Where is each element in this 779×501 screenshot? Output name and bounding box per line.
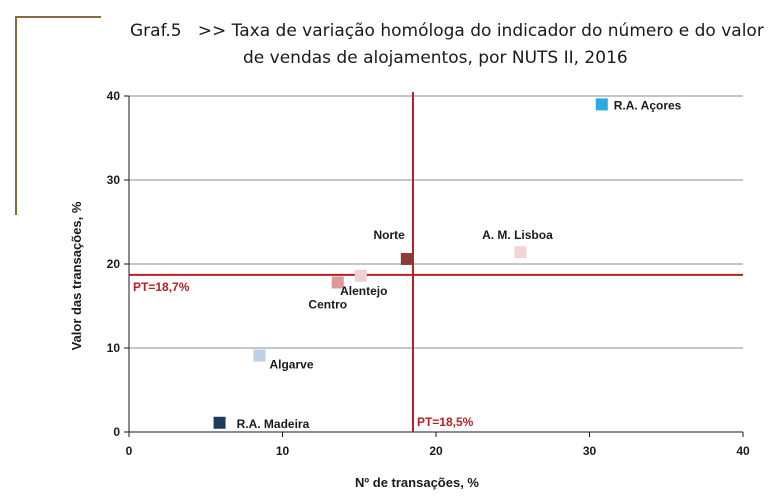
x-tick-label-10: 10: [276, 444, 290, 458]
point-label-centro: Centro: [308, 297, 347, 311]
chart-title-text-1: Taxa de variação homóloga do indicador d…: [231, 21, 764, 41]
y-tick-label-0: 0: [113, 425, 120, 439]
point-label-norte: Norte: [373, 228, 405, 242]
frame-left-rule: [15, 16, 17, 215]
tick-labels: 0 10 20 30 40 0 10 20 30 40: [107, 89, 750, 458]
reference-label-vertical: PT=18,5%: [417, 415, 474, 429]
data-points: [213, 98, 608, 429]
point-label-a-m-lisboa: A. M. Lisboa: [482, 228, 553, 242]
point-label-algarve: Algarve: [269, 358, 313, 372]
reference-lines: PT=18,7% PT=18,5%: [129, 92, 743, 432]
point-centro: [331, 276, 344, 289]
point-a-m-lisboa: [514, 246, 527, 259]
chart-title-prefix: Graf.5 >>: [130, 21, 227, 41]
point-label-r-a-a-ores: R.A. Açores: [614, 98, 682, 112]
x-tick-label-40: 40: [736, 444, 750, 458]
gridlines: [129, 95, 743, 349]
point-alentejo: [354, 269, 367, 282]
chart-title-line-2: de vendas de alojamentos, por NUTS II, 2…: [243, 48, 628, 68]
reference-label-horizontal: PT=18,7%: [133, 280, 190, 294]
y-tick-label-20: 20: [107, 257, 121, 271]
y-tick-label-10: 10: [107, 341, 121, 355]
x-axis-label: Nº de transações, %: [355, 475, 479, 490]
y-tick-label-40: 40: [107, 89, 121, 103]
point-algarve: [253, 349, 266, 362]
x-tick-label-0: 0: [126, 444, 133, 458]
frame-top-rule: [15, 16, 101, 18]
chart-title-line-1: Graf.5 >> Taxa de variação homóloga do i…: [120, 18, 770, 45]
point-label-alentejo: Alentejo: [340, 284, 387, 298]
x-tick-label-30: 30: [583, 444, 597, 458]
axes: [124, 95, 744, 437]
point-labels: R.A. Açores A. M. Lisboa Norte AlentejoCent…: [237, 98, 682, 430]
point-norte: [400, 252, 413, 265]
x-tick-label-20: 20: [429, 444, 443, 458]
chart-title: Graf.5 >> Taxa de variação homóloga do i…: [120, 18, 770, 72]
point-r-a-madeira: [213, 416, 226, 429]
y-tick-label-30: 30: [107, 173, 121, 187]
y-axis-label: Valor das transações, %: [69, 201, 84, 350]
point-r-a-a-ores: [595, 98, 608, 111]
point-label-r-a-madeira: R.A. Madeira: [237, 417, 310, 431]
